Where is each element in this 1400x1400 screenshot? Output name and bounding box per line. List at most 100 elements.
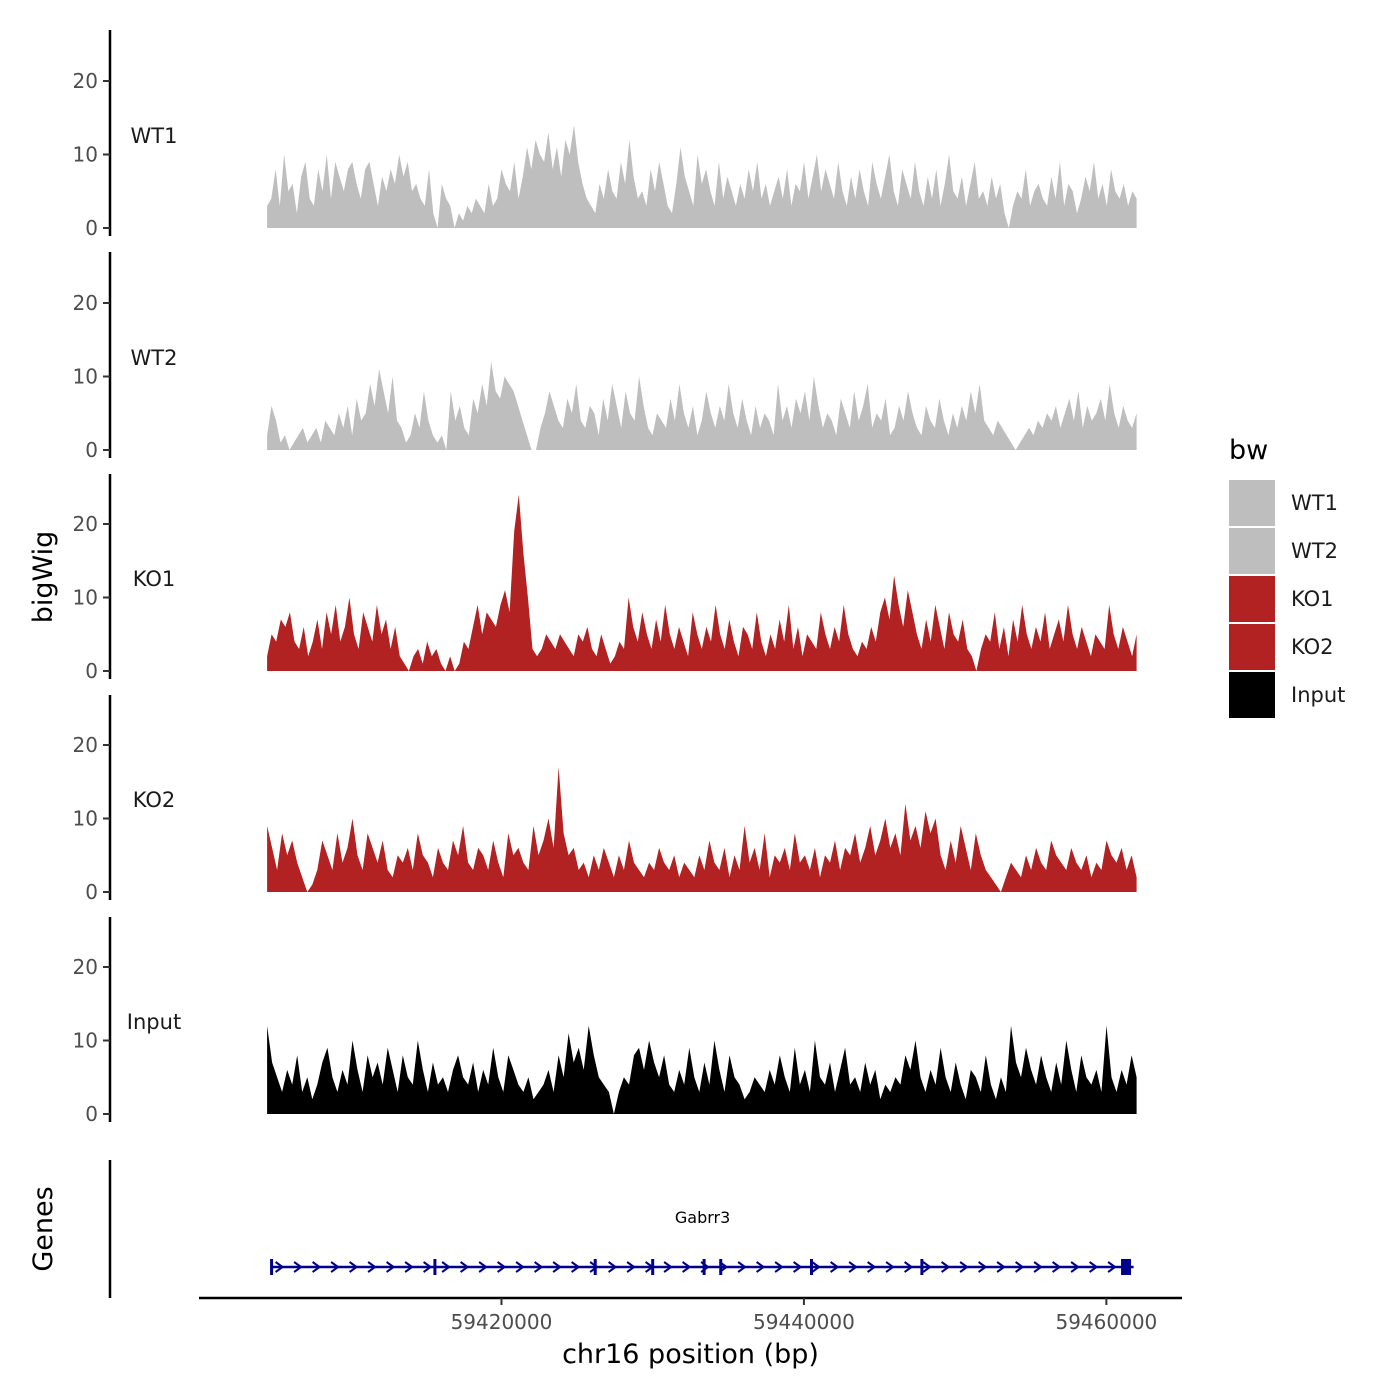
strand-arrow	[1107, 1261, 1117, 1273]
track-label: KO1	[133, 567, 176, 591]
gene-gabrr3: Gabrr3	[270, 1208, 1134, 1275]
exon	[270, 1259, 274, 1275]
x-axis: 59420000 59440000 59460000 chr16 position …	[199, 1296, 1182, 1370]
y-tick-label: 20	[73, 512, 98, 536]
legend-title: bw	[1229, 435, 1268, 466]
track-label: WT2	[131, 346, 178, 370]
y-tick-label: 10	[73, 586, 98, 610]
strand-arrow	[848, 1261, 858, 1273]
strand-arrow	[1015, 1261, 1025, 1273]
legend-item: Input	[1229, 672, 1345, 718]
y-tick-label: 0	[85, 1102, 98, 1126]
gene-models: Gabrr3	[270, 1208, 1134, 1275]
strand-arrow	[460, 1261, 470, 1273]
strand-arrow	[293, 1261, 303, 1273]
y-tick-label: 0	[85, 880, 98, 904]
y-tick-label: 0	[85, 216, 98, 240]
y-axis-title: bigWig	[28, 531, 59, 624]
strand-arrow	[441, 1261, 451, 1273]
strand-arrow	[1052, 1261, 1062, 1273]
gene-name-label: Gabrr3	[675, 1208, 730, 1227]
exon	[593, 1259, 597, 1275]
legend-item: KO2	[1229, 624, 1334, 670]
strand-arrow	[922, 1261, 932, 1273]
exon	[702, 1259, 706, 1275]
track-label: KO2	[133, 788, 176, 812]
strand-arrow	[774, 1261, 784, 1273]
legend-item: WT2	[1229, 528, 1338, 574]
strand-arrow	[367, 1261, 377, 1273]
y-tick-label: 10	[73, 365, 98, 389]
legend-swatch	[1229, 576, 1275, 622]
strand-arrow	[1070, 1261, 1080, 1273]
y-tick-label: 10	[73, 143, 98, 167]
x-tick-label: 59440000	[753, 1310, 855, 1334]
strand-arrow	[589, 1261, 599, 1273]
strand-arrow	[978, 1261, 988, 1273]
coverage-area-ko1	[267, 494, 1137, 671]
strand-arrow	[330, 1261, 340, 1273]
exon	[433, 1259, 437, 1275]
strand-arrow	[497, 1261, 507, 1273]
strand-arrow	[552, 1261, 562, 1273]
y-tick-label: 20	[73, 291, 98, 315]
y-tick-label: 0	[85, 438, 98, 462]
gene-track: Genes Gabrr3	[28, 1160, 1134, 1298]
strand-arrow	[867, 1261, 877, 1273]
strand-arrow	[941, 1261, 951, 1273]
strand-arrow	[534, 1261, 544, 1273]
strand-arrow	[626, 1261, 636, 1273]
x-tick-label: 59420000	[451, 1310, 553, 1334]
exon	[1121, 1259, 1132, 1275]
x-tick-label: 59460000	[1055, 1310, 1157, 1334]
genes-axis-title: Genes	[28, 1186, 59, 1271]
legend-item: WT1	[1229, 480, 1338, 526]
strand-arrow	[571, 1261, 581, 1273]
x-axis-title: chr16 position (bp)	[562, 1339, 819, 1370]
strand-arrow	[811, 1261, 821, 1273]
strand-arrow	[1089, 1261, 1099, 1273]
legend-swatch	[1229, 528, 1275, 574]
track-label: WT1	[131, 124, 178, 148]
track-input: 0 10 20 Input	[73, 917, 1137, 1126]
strand-arrow	[386, 1261, 396, 1273]
strand-arrow	[478, 1261, 488, 1273]
legend-swatch	[1229, 480, 1275, 526]
strand-arrow	[312, 1261, 322, 1273]
x-ticks: 59420000 59440000 59460000	[451, 1298, 1157, 1334]
strand-arrow	[756, 1261, 766, 1273]
strand-arrow	[959, 1261, 969, 1273]
strand-arrow	[663, 1261, 673, 1273]
coverage-area-input	[267, 1025, 1137, 1114]
track-label: Input	[127, 1010, 181, 1034]
exon	[809, 1259, 813, 1275]
strand-arrow	[996, 1261, 1006, 1273]
coverage-area-ko2	[267, 767, 1137, 892]
strand-arrow	[737, 1261, 747, 1273]
strand-arrow	[1033, 1261, 1043, 1273]
strand-arrow	[515, 1261, 525, 1273]
legend-items: WT1 WT2 KO1 KO2 Input	[1229, 480, 1345, 718]
strand-arrow	[682, 1261, 692, 1273]
legend-label: KO2	[1291, 635, 1334, 659]
legend-label: WT1	[1291, 491, 1338, 515]
y-tick-label: 20	[73, 69, 98, 93]
strand-arrow	[349, 1261, 359, 1273]
strand-arrow	[830, 1261, 840, 1273]
legend-label: Input	[1291, 683, 1345, 707]
strand-arrow	[275, 1261, 285, 1273]
strand-arrow	[904, 1261, 914, 1273]
y-tick-label: 0	[85, 659, 98, 683]
legend-swatch	[1229, 624, 1275, 670]
legend-swatch	[1229, 672, 1275, 718]
y-tick-label: 20	[73, 733, 98, 757]
legend-item: KO1	[1229, 576, 1334, 622]
legend: bw WT1 WT2 KO1 KO2 Input	[1229, 435, 1345, 718]
strand-arrow	[608, 1261, 618, 1273]
coverage-area-wt1	[267, 125, 1137, 228]
track-ko2: 0 10 20 KO2	[73, 695, 1137, 904]
exon	[651, 1259, 655, 1275]
strand-arrow	[885, 1261, 895, 1273]
legend-label: KO1	[1291, 587, 1334, 611]
